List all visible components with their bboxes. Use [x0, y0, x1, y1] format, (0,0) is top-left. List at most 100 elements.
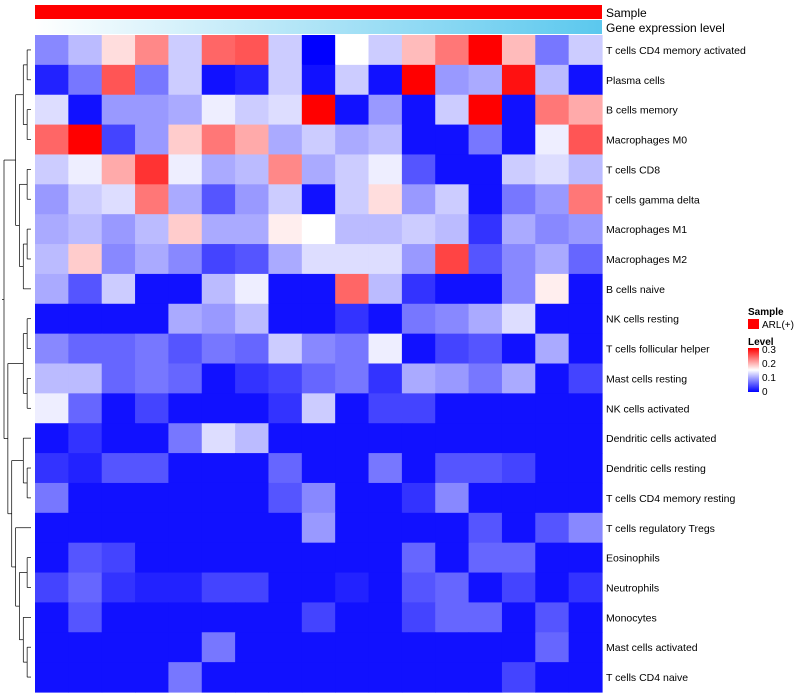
heatmap-cell	[101, 482, 136, 514]
heatmap-cell	[235, 393, 270, 424]
heatmap-cell	[35, 423, 69, 454]
heatmap-cell	[501, 124, 536, 156]
heatmap-cell	[468, 453, 503, 484]
heatmap-cell	[335, 154, 370, 185]
heatmap-cell	[535, 214, 570, 245]
heatmap-cell	[235, 154, 270, 185]
row-label: Dendritic cells resting	[606, 463, 706, 475]
heatmap-cell	[368, 214, 403, 245]
heatmap-cell	[535, 94, 570, 126]
heatmap-cell	[535, 333, 570, 365]
heatmap-cell	[535, 572, 570, 604]
heatmap-cell	[68, 154, 103, 185]
heatmap-cell	[535, 512, 570, 544]
heatmap-cell	[501, 64, 536, 96]
heatmap-cell	[401, 482, 436, 514]
heatmap-cell	[101, 333, 136, 365]
heatmap-cell	[235, 94, 270, 126]
heatmap-cell	[35, 572, 69, 604]
heatmap-cell	[68, 512, 103, 544]
heatmap-cell	[468, 363, 503, 394]
heatmap-cell	[235, 184, 270, 215]
heatmap-cell	[335, 94, 370, 126]
heatmap-cell	[501, 482, 536, 514]
heatmap-cell	[68, 64, 103, 96]
heatmap-cell	[35, 303, 69, 335]
heatmap-cell	[135, 632, 170, 663]
heatmap-cell	[535, 244, 570, 275]
row-label: Monocytes	[606, 612, 657, 624]
heatmap-cell	[435, 363, 470, 394]
row-label: Plasma cells	[606, 75, 665, 87]
heatmap-cell	[401, 244, 436, 275]
heatmap-cell	[235, 512, 270, 544]
heatmap-cell	[468, 393, 503, 424]
heatmap-cell	[501, 35, 536, 66]
heatmap-cell	[135, 423, 170, 454]
heatmap-cell	[535, 273, 570, 305]
heatmap-cell	[435, 154, 470, 185]
heatmap-cell	[568, 512, 603, 544]
heatmap-cell	[68, 273, 103, 305]
heatmap-cell	[435, 512, 470, 544]
legend-level-colorbar	[748, 348, 759, 392]
heatmap-cell	[501, 333, 536, 365]
heatmap-cell	[468, 303, 503, 335]
heatmap-cell	[435, 393, 470, 424]
heatmap-cell	[135, 333, 170, 365]
heatmap-cell	[68, 35, 103, 66]
heatmap-cell	[435, 423, 470, 454]
heatmap-cell	[368, 572, 403, 604]
heatmap-cell	[368, 482, 403, 514]
heatmap-cell	[135, 393, 170, 424]
legend-level-tick-0: 0.3	[762, 345, 776, 356]
heatmap-cell	[101, 662, 136, 693]
heatmap-cell	[301, 632, 336, 663]
heatmap-cell	[468, 184, 503, 215]
legend-level-tick-3: 0	[762, 387, 768, 398]
heatmap-cell	[401, 572, 436, 604]
heatmap-cell	[535, 393, 570, 424]
heatmap-cell	[335, 35, 370, 66]
heatmap-cell	[568, 632, 603, 663]
heatmap-cell	[468, 423, 503, 454]
heatmap-cell	[501, 273, 536, 305]
heatmap-cell	[201, 632, 236, 663]
heatmap-cell	[535, 632, 570, 663]
heatmap-cell	[401, 35, 436, 66]
heatmap-cell	[401, 632, 436, 663]
heatmap-cell	[301, 482, 336, 514]
heatmap-cell	[201, 214, 236, 245]
heatmap-cell	[468, 35, 503, 66]
heatmap-cell	[535, 662, 570, 693]
heatmap-cell	[135, 244, 170, 275]
heatmap-cell	[335, 542, 370, 574]
heatmap-cell	[268, 124, 303, 156]
heatmap-cell	[335, 662, 370, 693]
heatmap-cell	[568, 393, 603, 424]
heatmap-cell	[368, 602, 403, 633]
heatmap-cell	[135, 273, 170, 305]
heatmap-cell	[335, 453, 370, 484]
heatmap-cell	[368, 184, 403, 215]
heatmap-cell	[268, 154, 303, 185]
heatmap-cell	[501, 453, 536, 484]
heatmap-cell	[401, 333, 436, 365]
heatmap-cell	[268, 393, 303, 424]
heatmap-cell	[268, 423, 303, 454]
heatmap-cell	[268, 662, 303, 693]
heatmap-cell	[101, 244, 136, 275]
heatmap-cell	[135, 154, 170, 185]
heatmap-cell	[235, 662, 270, 693]
heatmap-cell	[268, 453, 303, 484]
heatmap-cell	[468, 94, 503, 126]
heatmap-cell	[535, 423, 570, 454]
heatmap-cell	[235, 124, 270, 156]
heatmap-cell	[568, 124, 603, 156]
heatmap-cell	[168, 303, 203, 335]
heatmap-cell	[501, 94, 536, 126]
heatmap-cell	[35, 333, 69, 365]
heatmap-cell	[201, 363, 236, 394]
heatmap-cell	[368, 662, 403, 693]
